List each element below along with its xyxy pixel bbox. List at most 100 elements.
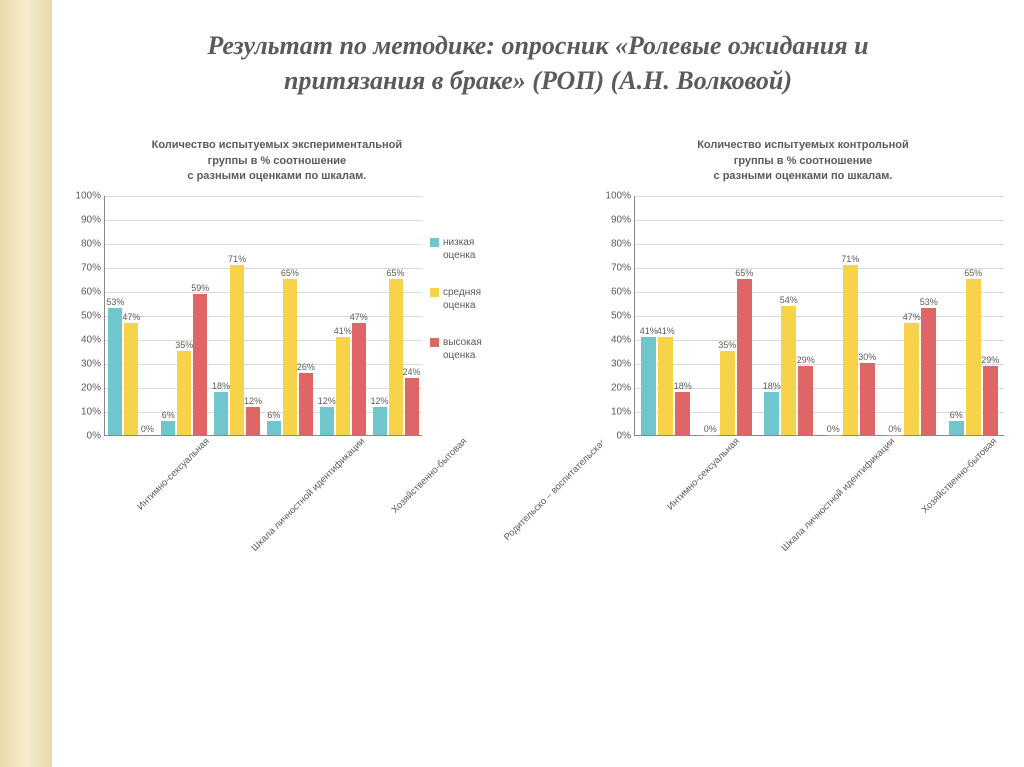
y-tick-label: 50% — [81, 311, 105, 322]
bar-high: 29% — [983, 366, 998, 436]
slide-content: Результат по методике: опросник «Ролевые… — [52, 0, 1024, 767]
bar-low: 6% — [267, 421, 281, 435]
bar-value-label: 0% — [141, 424, 154, 434]
y-tick-label: 90% — [611, 215, 635, 226]
chart-wrap: 0%10%20%30%40%50%60%70%80%90%100%41%41%1… — [602, 196, 1004, 566]
y-tick-label: 50% — [611, 311, 635, 322]
y-tick-label: 90% — [81, 215, 105, 226]
bar-value-label: 12% — [318, 396, 336, 406]
legend-label: низкая оценка — [443, 236, 475, 262]
bar-value-label: 6% — [267, 410, 280, 420]
chart-area: 0%10%20%30%40%50%60%70%80%90%100%41%41%1… — [602, 196, 1004, 566]
category-group: 12%65%24% — [369, 196, 422, 435]
bar-low: 18% — [214, 392, 228, 435]
bar-value-label: 54% — [780, 295, 798, 305]
x-tick-label: Родительско – воспитательская — [502, 436, 601, 535]
bar-value-label: 29% — [981, 355, 999, 365]
bar-low: 6% — [161, 421, 175, 435]
y-tick-label: 10% — [611, 407, 635, 418]
bar-mid: 65% — [283, 279, 297, 435]
plot-area: 0%10%20%30%40%50%60%70%80%90%100%41%41%1… — [634, 196, 1004, 436]
category-group: 6%65%29% — [943, 196, 1005, 435]
legend-item: высокая оценка — [430, 336, 482, 362]
bar-mid: 41% — [336, 337, 350, 435]
legend-swatch — [430, 238, 439, 247]
y-tick-label: 20% — [81, 383, 105, 394]
legend: низкая оценка средняя оценка высокая оценк… — [422, 196, 482, 566]
y-tick-label: 30% — [81, 359, 105, 370]
bar-mid: 47% — [124, 323, 138, 436]
bar-high: 59% — [193, 294, 207, 436]
y-tick-label: 100% — [605, 191, 635, 202]
legend-label: средняя оценка — [443, 286, 481, 312]
bar-low: 12% — [373, 407, 387, 436]
bar-high: 29% — [798, 366, 813, 436]
legend-item: средняя оценка — [430, 286, 482, 312]
bar-high: 12% — [246, 407, 260, 436]
bar-value-label: 24% — [403, 367, 421, 377]
bar-mid: 47% — [904, 323, 919, 436]
bar-value-label: 41% — [657, 326, 675, 336]
y-tick-label: 70% — [611, 263, 635, 274]
bar-value-label: 47% — [903, 312, 921, 322]
category-group: 41%41%18% — [635, 196, 697, 435]
bar-low: 0% — [826, 435, 841, 436]
category-group: 6%65%26% — [263, 196, 316, 435]
bar-value-label: 65% — [735, 268, 753, 278]
legend-label: высокая оценка — [443, 336, 482, 362]
bar-mid: 41% — [658, 337, 673, 435]
y-tick-label: 10% — [81, 407, 105, 418]
bar-value-label: 47% — [122, 312, 140, 322]
chart-title: Количество испытуемых контрольной группы… — [697, 138, 909, 184]
chart-block-0: Количество испытуемых экспериментальной … — [72, 138, 482, 747]
chart-block-1: Количество испытуемых контрольной группы… — [602, 138, 1004, 747]
x-tick-label: Интимно-сексуальная — [665, 436, 734, 505]
category-group: 0% 35% 65% — [697, 196, 759, 435]
bar-value-label: 0% — [827, 424, 840, 434]
bar-value-label: 65% — [387, 268, 405, 278]
x-tick-label: Шкала личностной идентификации — [780, 436, 890, 546]
slide-title: Результат по методике: опросник «Ролевые… — [148, 28, 928, 98]
bar-value-label: 53% — [920, 297, 938, 307]
bar-value-label: 30% — [858, 352, 876, 362]
bar-value-label: 65% — [964, 268, 982, 278]
legend-item: низкая оценка — [430, 236, 482, 262]
bar-value-label: 18% — [674, 381, 692, 391]
bar-value-label: 41% — [334, 326, 352, 336]
bar-high: 30% — [860, 363, 875, 435]
bar-value-label: 53% — [106, 297, 124, 307]
bar-mid: 71% — [230, 265, 244, 435]
category-group: 6% 35%59% — [158, 196, 211, 435]
bar-mid: 54% — [781, 306, 796, 436]
bar-value-label: 41% — [640, 326, 658, 336]
bar-value-label: 18% — [763, 381, 781, 391]
plot-area: 0%10%20%30%40%50%60%70%80%90%100%53%47%0… — [104, 196, 422, 436]
category-group: 12%41%47% — [316, 196, 369, 435]
y-tick-label: 0% — [87, 431, 105, 442]
chart-title: Количество испытуемых экспериментальной … — [152, 138, 402, 184]
y-tick-label: 80% — [611, 239, 635, 250]
bar-high: 0% — [140, 435, 154, 436]
bar-value-label: 35% — [718, 340, 736, 350]
bars-container: 41%41%18%0%35%65%18%54%29%0%71%30%0%47%5… — [635, 196, 1004, 435]
bars-container: 53%47%0%6%35%59%18%71%12%6%65%26%12%41%4… — [105, 196, 422, 435]
bar-high: 26% — [299, 373, 313, 435]
chart-wrap: 0%10%20%30%40%50%60%70%80%90%100%53%47%0… — [72, 196, 482, 566]
bar-value-label: 18% — [212, 381, 230, 391]
bar-value-label: 0% — [704, 424, 717, 434]
bar-low: 0% — [703, 435, 718, 436]
bar-high: 53% — [921, 308, 936, 435]
legend-swatch — [430, 338, 439, 347]
bar-mid: 65% — [389, 279, 403, 435]
bar-high: 24% — [405, 378, 419, 436]
bar-value-label: 12% — [244, 396, 262, 406]
bar-value-label: 35% — [175, 340, 193, 350]
y-tick-label: 40% — [81, 335, 105, 346]
bar-value-label: 47% — [350, 312, 368, 322]
bar-value-label: 12% — [371, 396, 389, 406]
chart-area: 0%10%20%30%40%50%60%70%80%90%100%53%47%0… — [72, 196, 422, 566]
category-group: 0%47%53% — [881, 196, 943, 435]
y-tick-label: 60% — [611, 287, 635, 298]
y-tick-label: 20% — [611, 383, 635, 394]
bar-high: 18% — [675, 392, 690, 435]
